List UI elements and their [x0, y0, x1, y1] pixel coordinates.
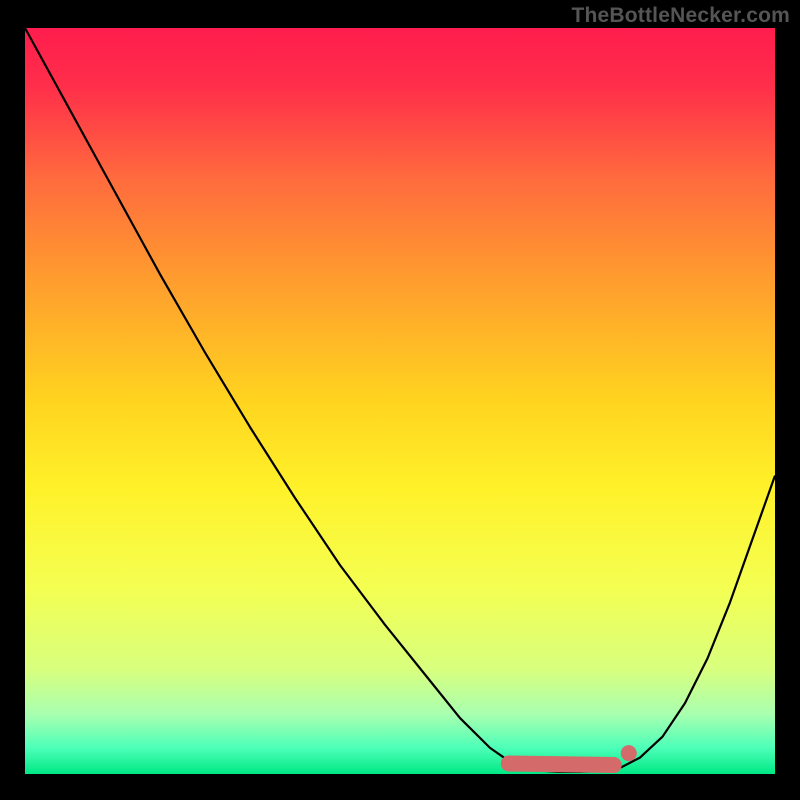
watermark-text: TheBottleNecker.com	[571, 4, 790, 28]
chart-root: TheBottleNecker.com	[0, 0, 800, 800]
optimal-range-end-dot	[621, 745, 637, 761]
bottleneck-curve	[25, 28, 775, 772]
plot-area	[25, 28, 775, 774]
optimal-range-highlight	[509, 764, 614, 765]
curve-overlay	[25, 28, 775, 774]
